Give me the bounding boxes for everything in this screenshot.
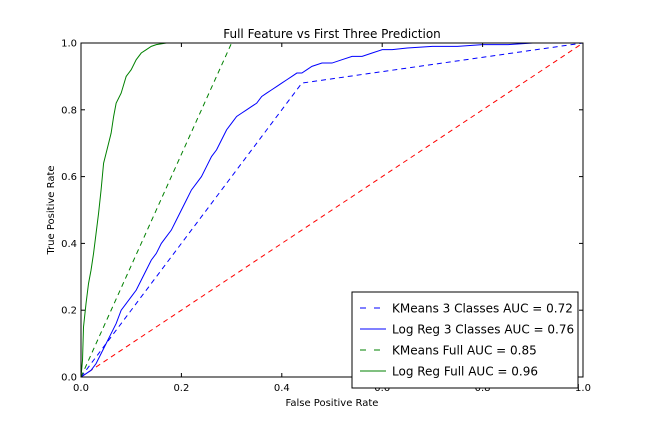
chart-title: Full Feature vs First Three Prediction	[223, 27, 441, 41]
series-line-5	[80, 42, 584, 378]
series-line-2	[80, 42, 583, 378]
x-tick-label: 0.2	[173, 383, 189, 394]
legend-label: Log Reg 3 Classes AUC = 0.76	[392, 323, 574, 337]
plot-frame	[80, 42, 584, 378]
y-tick-label: 0.2	[61, 306, 77, 317]
legend-label: KMeans 3 Classes AUC = 0.72	[392, 302, 573, 316]
legend-label: Log Reg Full AUC = 0.96	[392, 365, 538, 379]
x-tick-label: 0.4	[274, 383, 290, 394]
y-tick-label: 0.6	[61, 172, 77, 183]
x-tick-label: 0.0	[73, 383, 89, 394]
legend: KMeans 3 Classes AUC = 0.72 Log Reg 3 Cla…	[351, 291, 579, 389]
y-tick-label: 0.8	[61, 105, 77, 116]
y-tick-label: 1.0	[61, 39, 77, 50]
legend-label: KMeans Full AUC = 0.85	[392, 344, 537, 358]
y-tick-label: 0.0	[61, 373, 77, 384]
x-axis-label: False Positive Rate	[286, 398, 379, 409]
legend-box	[351, 291, 579, 389]
x-tick-label: 1.0	[575, 383, 591, 394]
y-axis-label: True Positive Rate	[46, 165, 57, 255]
y-tick-label: 0.4	[61, 239, 77, 250]
